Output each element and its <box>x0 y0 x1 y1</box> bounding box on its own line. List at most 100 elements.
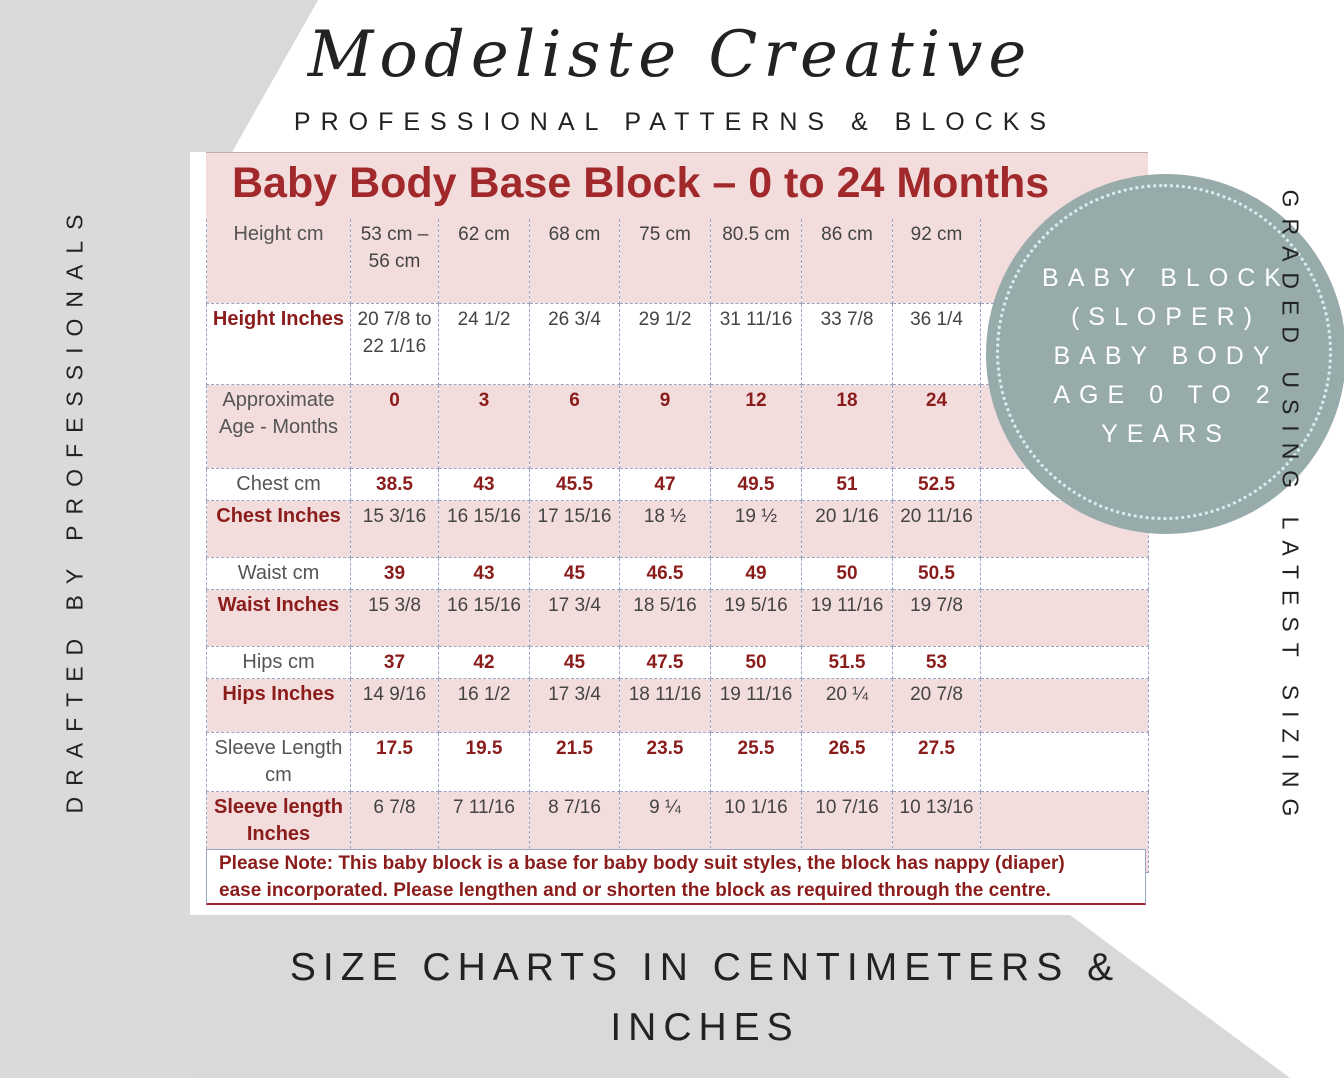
table-row: Sleeve Length cm 17.5 19.5 21.5 23.5 25.… <box>206 732 1149 792</box>
info-badge: BABY BLOCK (SLOPER) BABY BODY AGE 0 TO 2… <box>986 174 1344 534</box>
table-cell: 15 3/8 <box>350 589 439 647</box>
table-row: Height Inches 20 7/8 to 22 1/16 24 1/2 2… <box>206 303 1149 385</box>
size-chart-table: Height cm 53 cm – 56 cm 62 cm 68 cm 75 c… <box>206 219 1149 873</box>
table-cell: 53 <box>892 646 981 679</box>
table-cell: 9 <box>619 384 711 469</box>
note-line-2: ease incorporated. Please lengthen and o… <box>219 880 1051 901</box>
table-cell: 49.5 <box>710 468 802 501</box>
table-cell: 15 3/16 <box>350 500 439 558</box>
table-cell: 6 <box>529 384 620 469</box>
brand-tagline: PROFESSIONAL PATTERNS & BLOCKS <box>293 108 1057 136</box>
table-row: Waist cm 39 43 45 46.5 49 50 50.5 <box>206 557 1149 590</box>
table-cell: 19 ½ <box>710 500 802 558</box>
footer-line-1: SIZE CHARTS IN CENTIMETERS & <box>289 946 1121 989</box>
table-cell: 36 1/4 <box>892 303 981 385</box>
table-cell: 45 <box>529 646 620 679</box>
brand-logo: Modeliste Creative <box>307 18 1033 92</box>
table-cell: 68 cm <box>529 219 620 304</box>
table-cell: 26 3/4 <box>529 303 620 385</box>
badge-line: BABY BODY <box>1053 342 1279 370</box>
row-label: Height Inches <box>206 303 351 385</box>
side-text-left: DRAFTED BY PROFESSIONALS <box>61 203 88 814</box>
table-cell: 3 <box>438 384 530 469</box>
badge-line: YEARS <box>1101 420 1231 448</box>
table-cell <box>980 589 1149 647</box>
table-cell: 16 15/16 <box>438 500 530 558</box>
row-label: Approximate Age - Months <box>206 384 351 469</box>
table-row: Hips cm 37 42 45 47.5 50 51.5 53 <box>206 646 1149 679</box>
side-text-right: GRADED USING LATEST SIZING <box>1277 189 1304 828</box>
table-note: Please Note: This baby block is a base f… <box>206 849 1146 905</box>
table-cell: 19 11/16 <box>710 678 802 733</box>
table-cell: 26.5 <box>801 732 893 792</box>
table-cell: 23.5 <box>619 732 711 792</box>
table-cell: 21.5 <box>529 732 620 792</box>
row-label: Hips cm <box>206 646 351 679</box>
table-cell: 17 15/16 <box>529 500 620 558</box>
table-cell: 25.5 <box>710 732 802 792</box>
table-cell: 31 11/16 <box>710 303 802 385</box>
table-cell: 0 <box>350 384 439 469</box>
table-cell <box>980 646 1149 679</box>
table-cell: 18 11/16 <box>619 678 711 733</box>
table-title-bar: Baby Body Base Block – 0 to 24 Months <box>206 152 1148 220</box>
note-line-1: Please Note: This baby block is a base f… <box>219 853 1065 874</box>
table-cell: 45 <box>529 557 620 590</box>
table-cell <box>980 557 1149 590</box>
table-row: Chest Inches 15 3/16 16 15/16 17 15/16 1… <box>206 500 1149 558</box>
table-cell <box>980 678 1149 733</box>
table-cell: 17.5 <box>350 732 439 792</box>
badge-line: BABY BLOCK <box>1042 264 1290 292</box>
table-cell: 43 <box>438 468 530 501</box>
table-cell: 20 1/16 <box>801 500 893 558</box>
table-cell: 80.5 cm <box>710 219 802 304</box>
table-cell: 24 <box>892 384 981 469</box>
row-label: Chest Inches <box>206 500 351 558</box>
row-label: Chest cm <box>206 468 351 501</box>
row-label: Waist Inches <box>206 589 351 647</box>
footer-line-2: INCHES <box>610 1006 800 1049</box>
table-cell: 27.5 <box>892 732 981 792</box>
row-label: Waist cm <box>206 557 351 590</box>
table-cell: 45.5 <box>529 468 620 501</box>
table-cell: 52.5 <box>892 468 981 501</box>
table-row: Waist Inches 15 3/8 16 15/16 17 3/4 18 5… <box>206 589 1149 647</box>
footer-caption: SIZE CHARTS IN CENTIMETERS & INCHES <box>250 938 1160 1058</box>
table-cell: 50.5 <box>892 557 981 590</box>
table-cell: 47 <box>619 468 711 501</box>
table-cell: 16 1/2 <box>438 678 530 733</box>
badge-line: (SLOPER) <box>1070 303 1262 331</box>
table-cell: 16 15/16 <box>438 589 530 647</box>
table-row: Chest cm 38.5 43 45.5 47 49.5 51 52.5 <box>206 468 1149 501</box>
table-cell: 37 <box>350 646 439 679</box>
row-label: Sleeve Length cm <box>206 732 351 792</box>
table-cell: 47.5 <box>619 646 711 679</box>
table-cell: 50 <box>801 557 893 590</box>
table-cell: 92 cm <box>892 219 981 304</box>
table-cell: 20 7/8 to 22 1/16 <box>350 303 439 385</box>
badge-line: AGE 0 TO 2 <box>1053 381 1279 409</box>
table-cell <box>980 732 1149 792</box>
table-cell: 19.5 <box>438 732 530 792</box>
table-cell: 17 3/4 <box>529 589 620 647</box>
table-cell: 29 1/2 <box>619 303 711 385</box>
table-title: Baby Body Base Block – 0 to 24 Months <box>232 159 1050 207</box>
table-row: Hips Inches 14 9/16 16 1/2 17 3/4 18 11/… <box>206 678 1149 733</box>
table-cell: 38.5 <box>350 468 439 501</box>
table-cell: 19 11/16 <box>801 589 893 647</box>
table-cell: 75 cm <box>619 219 711 304</box>
table-cell: 42 <box>438 646 530 679</box>
table-cell: 86 cm <box>801 219 893 304</box>
table-cell: 51 <box>801 468 893 501</box>
row-label: Hips Inches <box>206 678 351 733</box>
table-cell: 62 cm <box>438 219 530 304</box>
table-cell: 17 3/4 <box>529 678 620 733</box>
table-cell: 14 9/16 <box>350 678 439 733</box>
table-cell: 20 7/8 <box>892 678 981 733</box>
table-cell: 12 <box>710 384 802 469</box>
table-cell: 51.5 <box>801 646 893 679</box>
table-cell: 19 7/8 <box>892 589 981 647</box>
table-cell: 19 5/16 <box>710 589 802 647</box>
table-cell: 18 ½ <box>619 500 711 558</box>
